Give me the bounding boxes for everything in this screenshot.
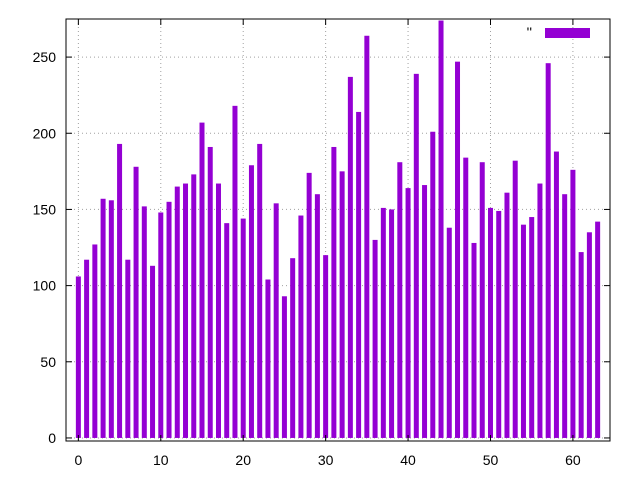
y-tick-label: 250: [33, 49, 57, 65]
bar: [240, 218, 246, 438]
bar: [570, 169, 576, 438]
bar: [298, 215, 304, 438]
bar: [75, 276, 81, 438]
bar: [199, 122, 205, 438]
bar: [438, 20, 444, 438]
bar: [389, 209, 395, 438]
bar: [413, 73, 419, 438]
bar: [356, 111, 362, 438]
bar: [455, 61, 461, 438]
x-tick-label: 10: [153, 452, 169, 468]
legend: '': [527, 24, 590, 40]
bar: [100, 198, 106, 438]
bar: [380, 207, 386, 438]
legend-label: '': [527, 24, 532, 40]
bar: [248, 165, 254, 438]
bar: [306, 172, 312, 438]
bar: [578, 252, 584, 438]
bar: [479, 162, 485, 438]
bar: [529, 217, 535, 438]
x-tick-label: 30: [318, 452, 334, 468]
bar: [141, 206, 147, 438]
plot-frame: [65, 18, 611, 442]
bars: [75, 20, 601, 438]
y-tick-label: 150: [33, 201, 57, 217]
y-tick-label: 100: [33, 278, 57, 294]
bar: [207, 146, 213, 438]
legend-swatch: [545, 28, 590, 38]
x-tick-label: 20: [235, 452, 251, 468]
bar: [372, 239, 378, 438]
bar: [191, 174, 197, 438]
bar: [405, 188, 411, 438]
bar: [586, 232, 592, 438]
y-tick-label: 0: [48, 430, 56, 446]
bar: [562, 194, 568, 438]
bar: [257, 143, 263, 438]
x-tick-label: 50: [483, 452, 499, 468]
bar: [512, 160, 518, 438]
bar: [215, 183, 221, 438]
bar: [281, 296, 287, 438]
bar: [265, 279, 271, 438]
bar: [232, 105, 238, 438]
bar: [92, 244, 98, 438]
grid: [66, 19, 610, 441]
y-tick-label: 200: [33, 125, 57, 141]
bar: [422, 185, 428, 438]
bar: [331, 146, 337, 438]
bar: [496, 210, 502, 438]
bar: [323, 255, 329, 438]
bar: [174, 186, 180, 438]
bar: [347, 76, 353, 438]
x-tick-label: 60: [565, 452, 581, 468]
x-tick-label: 40: [400, 452, 416, 468]
bar: [471, 242, 477, 438]
y-tick-label: 50: [40, 354, 56, 370]
bar: [158, 212, 164, 438]
bar: [504, 192, 510, 438]
bar: [290, 258, 296, 438]
bar: [595, 221, 601, 438]
bar: [108, 200, 114, 438]
bar: [537, 183, 543, 438]
bar: [183, 183, 189, 438]
bar: [553, 151, 559, 438]
bar: [463, 157, 469, 438]
bar: [150, 265, 156, 438]
bar: [84, 259, 90, 438]
bar: [166, 201, 172, 438]
bar: [430, 131, 436, 438]
bar: [125, 259, 131, 438]
bar: [545, 63, 551, 438]
x-tick-label: 0: [74, 452, 82, 468]
bar: [520, 224, 526, 438]
bar: [117, 143, 123, 438]
bar: [397, 162, 403, 438]
axis-ticks: 0 10 20 30 40 50 60 0 50 100 150 200 250: [33, 19, 610, 468]
bar: [273, 203, 279, 438]
bar: [224, 223, 230, 438]
bar: [314, 194, 320, 438]
bar: [339, 171, 345, 438]
bar: [133, 166, 139, 438]
bar: [364, 35, 370, 438]
bar: [487, 207, 493, 438]
bar: [446, 227, 452, 438]
